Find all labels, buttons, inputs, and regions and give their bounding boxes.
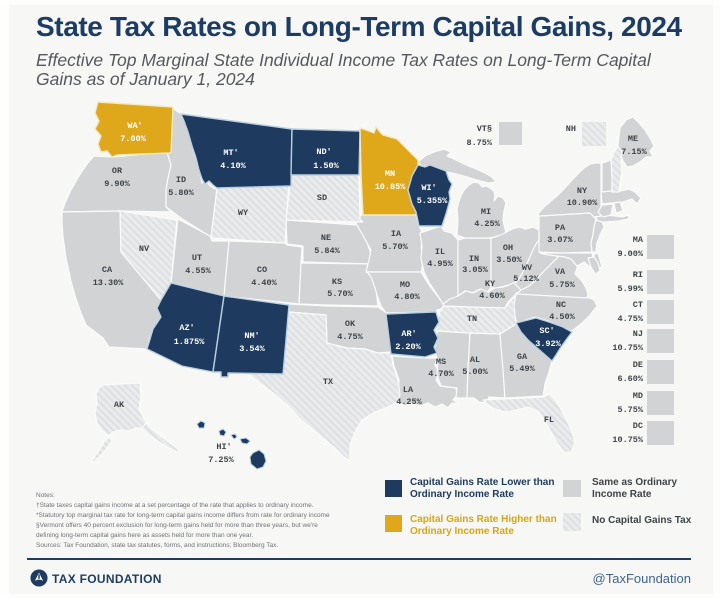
svg-text:4.95%: 4.95% (427, 259, 453, 269)
svg-text:13.30%: 13.30% (93, 278, 125, 288)
svg-text:2.20%: 2.20% (395, 342, 421, 352)
svg-text:NC: NC (556, 300, 566, 310)
svg-text:IL: IL (435, 247, 445, 257)
svg-text:MO: MO (400, 280, 410, 290)
svg-text:9.00%: 9.00% (617, 249, 643, 259)
svg-text:KY: KY (485, 279, 496, 289)
svg-text:WI': WI' (421, 183, 436, 193)
svg-text:OK: OK (345, 319, 356, 329)
svg-text:AR': AR' (401, 329, 416, 339)
svg-text:4.70%: 4.70% (428, 369, 454, 379)
svg-text:ND': ND' (316, 147, 331, 157)
svg-text:8.75%: 8.75% (466, 138, 492, 148)
svg-text:DE: DE (633, 360, 643, 370)
svg-text:MT': MT' (223, 148, 238, 158)
svg-text:5.355%: 5.355% (417, 196, 449, 206)
svg-text:1.875%: 1.875% (174, 337, 206, 347)
svg-text:HI': HI' (216, 442, 231, 452)
svg-text:7.25%: 7.25% (208, 455, 234, 465)
svg-text:CA: CA (102, 265, 113, 275)
svg-text:DC: DC (633, 421, 643, 431)
svg-text:5.99%: 5.99% (617, 284, 643, 294)
svg-text:NE: NE (321, 233, 331, 243)
svg-text:4.50%: 4.50% (549, 312, 575, 322)
svg-text:SD: SD (317, 193, 327, 203)
svg-text:NV: NV (139, 244, 150, 254)
svg-text:ME: ME (628, 134, 638, 144)
svg-text:4.75%: 4.75% (337, 332, 363, 342)
svg-text:4.80%: 4.80% (394, 292, 420, 302)
svg-text:IA: IA (391, 229, 402, 239)
svg-text:OH: OH (503, 243, 513, 253)
svg-text:GA: GA (517, 352, 528, 362)
svg-text:3.07%: 3.07% (547, 235, 573, 245)
svg-text:RI: RI (633, 270, 643, 280)
svg-text:5.00%: 5.00% (462, 367, 488, 377)
svg-text:4.55%: 4.55% (185, 266, 211, 276)
svg-text:NM': NM' (244, 331, 259, 341)
svg-text:4.25%: 4.25% (396, 397, 422, 407)
svg-text:SC': SC' (539, 326, 554, 336)
svg-text:6.60%: 6.60% (617, 374, 643, 384)
svg-text:OR: OR (112, 166, 123, 176)
svg-text:1.50%: 1.50% (313, 161, 339, 171)
svg-text:MD: MD (633, 391, 643, 401)
svg-text:NJ: NJ (633, 329, 643, 339)
svg-text:4.60%: 4.60% (479, 291, 505, 301)
svg-text:PA: PA (555, 223, 566, 233)
svg-text:AZ': AZ' (179, 323, 194, 333)
svg-text:3.54%: 3.54% (239, 344, 265, 354)
svg-text:4.40%: 4.40% (251, 278, 277, 288)
svg-text:VA: VA (555, 267, 566, 277)
svg-text:3.05%: 3.05% (462, 265, 488, 275)
svg-text:KS: KS (332, 277, 342, 287)
svg-text:3.92%: 3.92% (535, 339, 561, 349)
svg-text:WA': WA' (127, 121, 142, 131)
svg-text:UT: UT (192, 253, 202, 263)
svg-text:AK: AK (114, 400, 125, 410)
svg-text:VT§: VT§ (477, 124, 492, 134)
svg-text:4.75%: 4.75% (617, 314, 643, 324)
svg-text:FL: FL (544, 415, 554, 425)
svg-text:4.25%: 4.25% (474, 219, 500, 229)
svg-text:ID: ID (176, 175, 186, 185)
svg-text:MS: MS (436, 357, 446, 367)
svg-text:CO: CO (257, 265, 267, 275)
svg-text:MA: MA (633, 235, 644, 245)
svg-text:9.90%: 9.90% (104, 179, 130, 189)
svg-text:5.75%: 5.75% (617, 405, 643, 415)
svg-text:NH: NH (566, 124, 576, 134)
svg-text:5.84%: 5.84% (314, 246, 340, 256)
svg-text:TX: TX (323, 377, 334, 387)
svg-text:10.90%: 10.90% (567, 198, 599, 208)
svg-text:10.75%: 10.75% (612, 343, 644, 353)
svg-text:CT: CT (633, 300, 643, 310)
svg-text:5.49%: 5.49% (509, 364, 535, 374)
svg-text:5.75%: 5.75% (549, 280, 575, 290)
svg-text:AL: AL (470, 355, 480, 365)
svg-text:7.15%: 7.15% (621, 147, 647, 157)
svg-text:MN: MN (385, 169, 395, 179)
svg-text:NY: NY (577, 186, 588, 196)
svg-text:10.85%: 10.85% (375, 182, 407, 192)
svg-text:WY: WY (238, 208, 249, 218)
svg-text:MI: MI (481, 207, 491, 217)
svg-text:WV: WV (522, 263, 533, 273)
svg-text:LA: LA (403, 385, 414, 395)
svg-text:4.10%: 4.10% (220, 161, 246, 171)
svg-text:5.70%: 5.70% (382, 242, 408, 252)
svg-text:IN: IN (469, 254, 479, 264)
svg-text:5.12%: 5.12% (513, 274, 539, 284)
svg-text:TN: TN (467, 314, 477, 324)
svg-text:5.70%: 5.70% (327, 289, 353, 299)
svg-text:7.00%: 7.00% (120, 134, 146, 144)
svg-text:3.50%: 3.50% (496, 255, 522, 265)
svg-text:5.80%: 5.80% (168, 188, 194, 198)
svg-text:10.75%: 10.75% (612, 435, 644, 445)
